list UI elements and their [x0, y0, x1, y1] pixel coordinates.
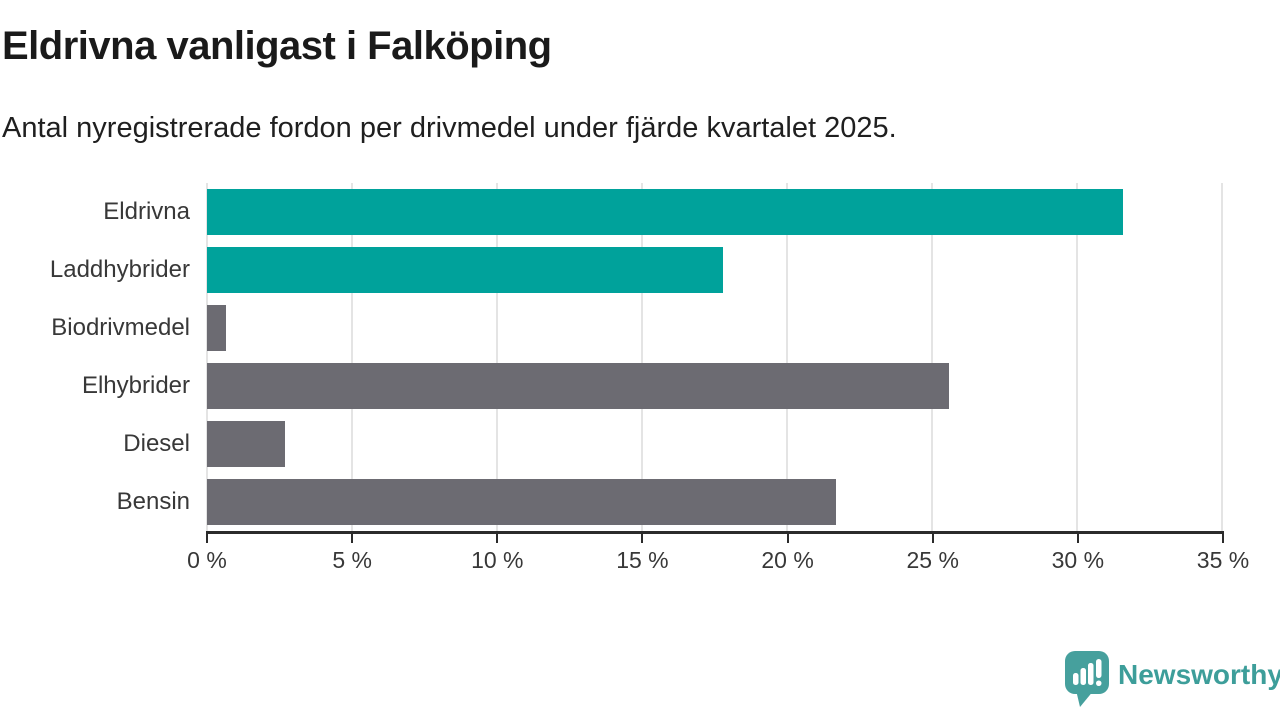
gridline-10 — [496, 183, 498, 531]
axis-tick-label-20: 20 % — [761, 547, 814, 573]
bar-row-laddhybrider: Laddhybrider — [0, 241, 1280, 299]
gridline-15 — [641, 183, 643, 531]
gridline-30 — [1076, 183, 1078, 531]
x-axis-line — [207, 531, 1223, 534]
category-label-eldrivna: Eldrivna — [103, 198, 190, 225]
chart-subtitle: Antal nyregistrerade fordon per drivmede… — [2, 112, 897, 144]
brand-footer: Newsworthy — [1064, 650, 1280, 708]
category-label-laddhybrider: Laddhybrider — [49, 256, 190, 283]
chart-title: Eldrivna vanligast i Falköping — [2, 24, 552, 68]
axis-tick-label-30: 30 % — [1051, 547, 1105, 573]
axis-tick-label-5: 5 % — [332, 547, 372, 573]
axis-tick-30 — [1076, 531, 1079, 543]
bar-laddhybrider — [207, 247, 724, 293]
axis-tick-label-0: 0 % — [187, 547, 227, 573]
bar-eldrivna — [207, 189, 1124, 235]
gridline-35 — [1221, 183, 1223, 531]
axis-tick-label-15: 15 % — [616, 547, 669, 573]
bar-row-diesel: Diesel — [0, 415, 1280, 473]
axis-tick-25 — [931, 531, 934, 543]
axis-tick-5 — [351, 531, 354, 543]
bar-track-diesel — [207, 415, 1222, 473]
category-label-bensin: Bensin — [116, 488, 190, 515]
axis-tick-0 — [206, 531, 208, 543]
bar-track-laddhybrider — [207, 241, 1222, 299]
bar-row-eldrivna: Eldrivna — [0, 183, 1280, 241]
gridline-20 — [786, 183, 788, 531]
x-axis: 0 % 5 % 10 % 15 % 20 % 25 % 30 % 35 % — [187, 531, 1249, 576]
axis-tick-label-25: 25 % — [906, 547, 959, 573]
axis-tick-10 — [496, 531, 499, 543]
bar-row-elhybrider: Elhybrider — [0, 357, 1280, 415]
brand-name: Newsworthy — [1118, 659, 1280, 690]
bar-elhybrider — [207, 363, 950, 409]
bar-biodrivmedel — [207, 305, 226, 351]
bar-track-eldrivna — [207, 183, 1222, 241]
axis-tick-20 — [786, 531, 789, 543]
gridline-25 — [931, 183, 933, 531]
bar-track-bensin — [207, 473, 1222, 531]
bar-diesel — [207, 421, 286, 467]
gridlines — [206, 183, 1223, 531]
gridline-5 — [351, 183, 353, 531]
bar-track-biodrivmedel — [207, 299, 1222, 357]
category-label-diesel: Diesel — [123, 430, 190, 457]
category-label-biodrivmedel: Biodrivmedel — [51, 314, 190, 341]
axis-tick-label-35: 35 % — [1196, 547, 1250, 573]
bar-chart-plot-area: Eldrivna Laddhybrider Biodrivmedel Elhybrid… — [0, 183, 1280, 531]
bar-track-elhybrider — [207, 357, 1222, 415]
bar-row-bensin: Bensin — [0, 473, 1280, 531]
gridline-0 — [206, 183, 208, 531]
axis-tick-15 — [641, 531, 644, 543]
axis-tick-label-10: 10 % — [471, 547, 524, 573]
bar-row-biodrivmedel: Biodrivmedel — [0, 299, 1280, 357]
newsworthy-logo-icon — [1065, 651, 1109, 707]
axis-tick-35 — [1222, 531, 1224, 543]
category-label-elhybrider: Elhybrider — [81, 372, 190, 399]
bar-bensin — [207, 479, 837, 525]
